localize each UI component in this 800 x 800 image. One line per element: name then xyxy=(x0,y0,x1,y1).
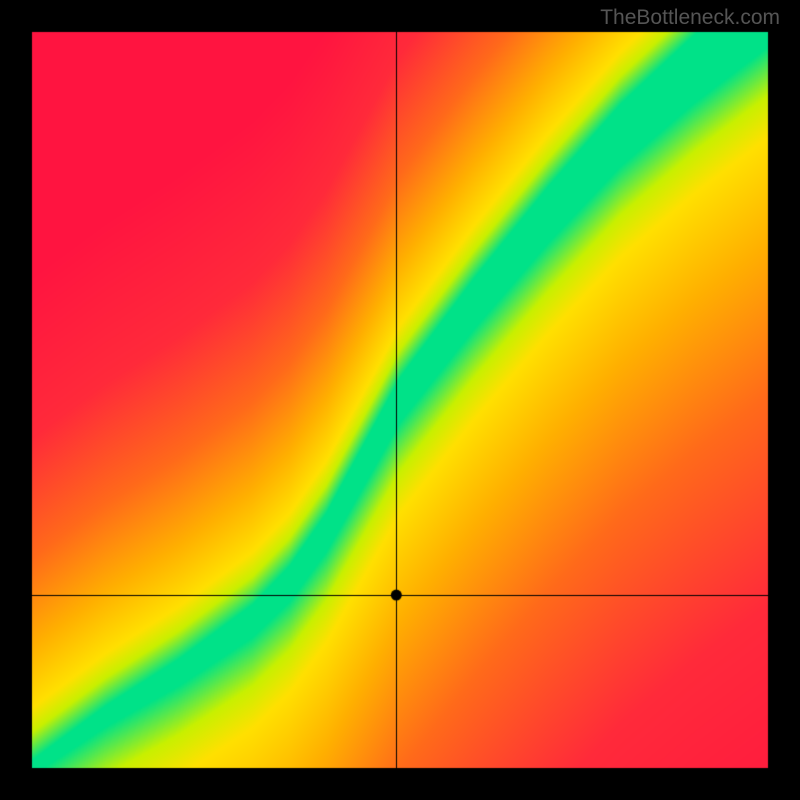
heatmap-canvas xyxy=(0,0,800,800)
attribution-label: TheBottleneck.com xyxy=(600,6,780,30)
chart-container: TheBottleneck.com xyxy=(0,0,800,800)
